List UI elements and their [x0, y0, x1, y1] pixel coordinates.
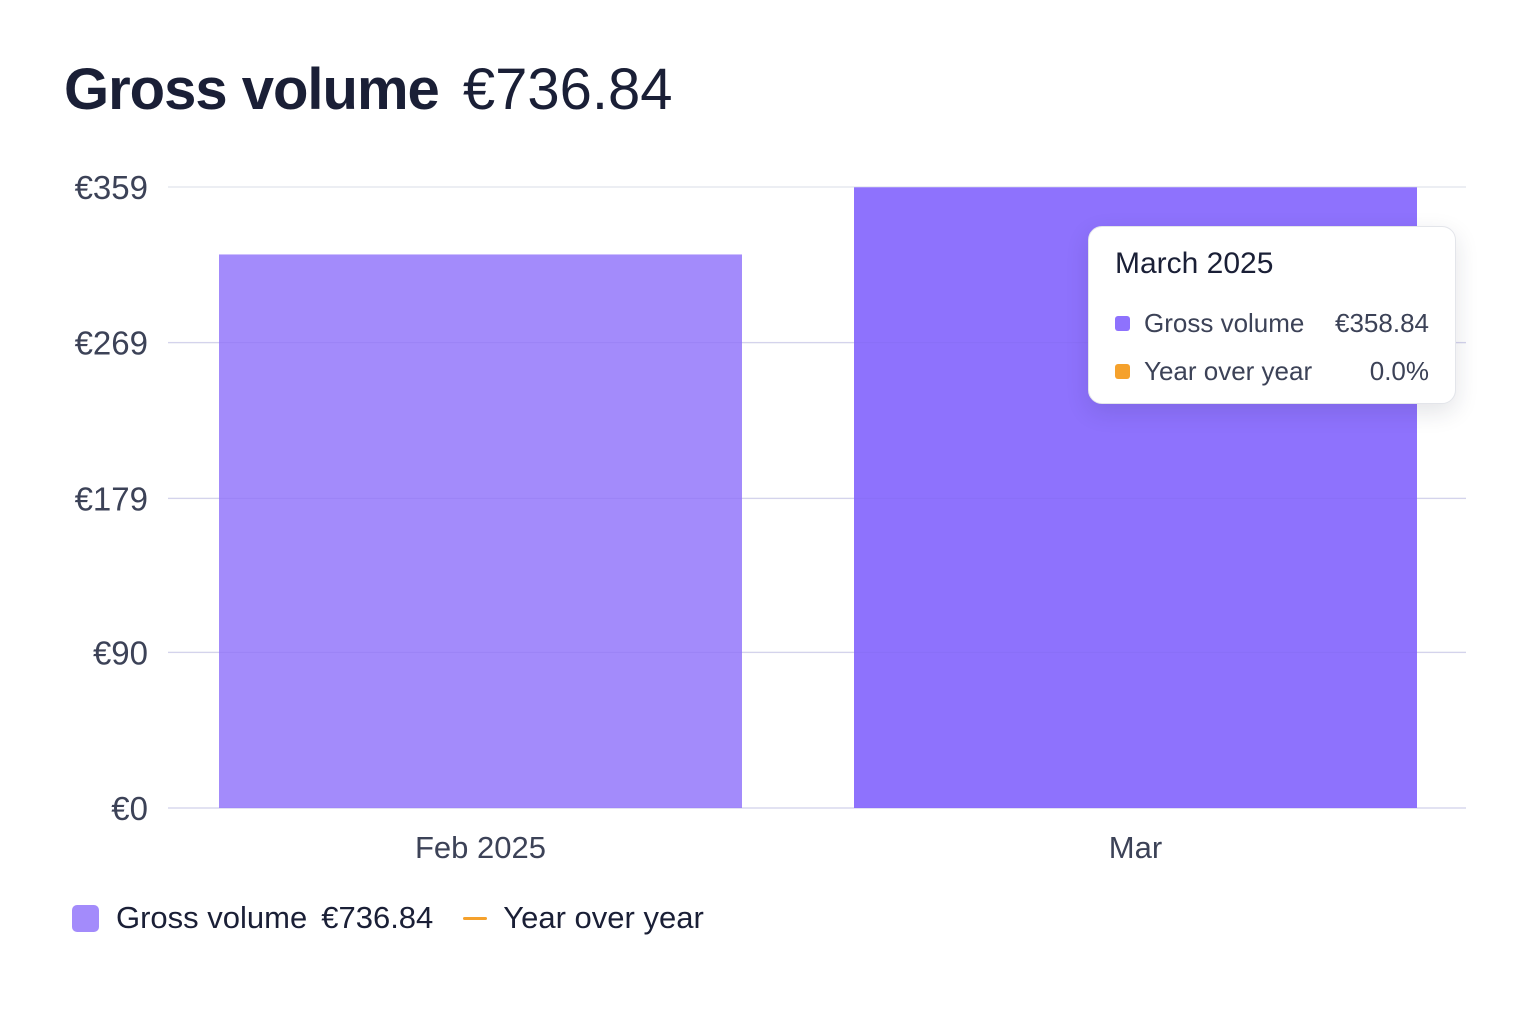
chart-title: Gross volume [64, 57, 440, 122]
bar-gross-volume [219, 254, 742, 808]
legend-gross-volume-value: €736.84 [321, 900, 434, 935]
tooltip-row-label: Year over year [1144, 355, 1313, 386]
y-tick-label: €359 [75, 169, 148, 206]
y-tick-label: €269 [75, 325, 148, 362]
legend-year-over-year-label[interactable]: Year over year [503, 900, 704, 935]
x-tick-label: Mar [1109, 830, 1162, 865]
gross-volume-legend-swatch-icon[interactable] [72, 904, 99, 932]
tooltip-row-value: €358.84 [1335, 307, 1429, 338]
legend-gross-volume-label[interactable]: Gross volume [116, 900, 308, 935]
year-over-year-swatch-icon [1115, 363, 1130, 379]
y-tick-label: €0 [111, 790, 148, 827]
tooltip-row-label: Gross volume [1144, 307, 1305, 338]
chart-header: Gross volume €736.84 [64, 56, 672, 123]
x-tick-label: Feb 2025 [415, 830, 546, 865]
chart-legend: Gross volume €736.84 Year over year [72, 900, 718, 936]
year-over-year-legend-line-icon[interactable] [463, 916, 488, 920]
gross-volume-swatch-icon [1115, 315, 1130, 331]
tooltip-row-value: 0.0% [1369, 355, 1429, 386]
y-tick-label: €90 [93, 634, 148, 671]
tooltip-title: March 2025 [1115, 247, 1274, 280]
chart-total-value: €736.84 [462, 57, 673, 122]
chart-tooltip: March 2025 Gross volume €358.84 Year ove… [1088, 226, 1456, 404]
tooltip-row-year-over-year: Year over year 0.0% [1115, 347, 1429, 395]
y-tick-label: €179 [75, 480, 148, 517]
tooltip-row-gross-volume: Gross volume €358.84 [1115, 299, 1429, 347]
